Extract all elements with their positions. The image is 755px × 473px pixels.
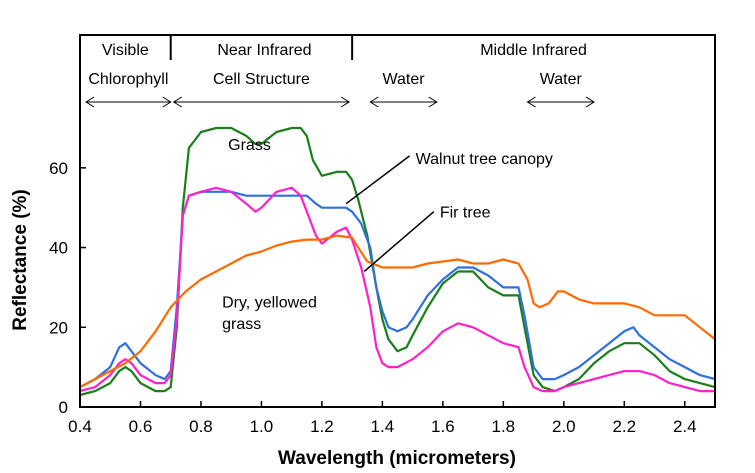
y-axis-title: Reflectance (%) — [10, 189, 31, 331]
annotation-label: Grass — [228, 137, 271, 154]
series-line-0 — [79, 126, 716, 397]
arrowhead-right — [340, 96, 351, 108]
arrowhead-left — [526, 96, 536, 108]
x-tick-label: 2.2 — [612, 417, 636, 436]
plot-frame — [79, 34, 716, 408]
series-line-2 — [79, 186, 715, 393]
band-label: Near Infrared — [217, 42, 311, 59]
absorption-label: Cell Structure — [213, 71, 310, 88]
annotation-label: Dry, yellowed — [222, 294, 317, 311]
spectral-band-labels: Visible Near Infrared Middle Infrared Chlor… — [85, 35, 595, 108]
arrowhead-left — [369, 96, 379, 108]
y-tick-label: 60 — [49, 159, 68, 178]
y-tick-label: 20 — [49, 318, 68, 337]
arrowhead-right — [585, 96, 595, 108]
x-tick-label: 2.4 — [673, 417, 697, 436]
annotation-label: Walnut tree canopy — [416, 151, 553, 168]
arrowhead-left — [172, 96, 183, 108]
x-tick-label: 0.8 — [189, 417, 213, 436]
series-line-3 — [79, 234, 716, 389]
y-tick-label: 40 — [49, 239, 68, 258]
band-label: Middle Infrared — [480, 42, 587, 59]
y-tick-label: 0 — [59, 398, 68, 417]
arrowhead-right — [428, 96, 438, 108]
absorption-label: Chlorophyll — [88, 71, 168, 88]
x-tick-label: 1.4 — [371, 417, 395, 436]
absorption-label: Water — [383, 71, 426, 88]
arrowhead-right — [162, 96, 172, 108]
annotations: Grass Walnut tree canopy Fir tree Dry, yell… — [222, 137, 553, 333]
absorption-label: Water — [540, 71, 583, 88]
series-line-1 — [79, 190, 716, 389]
x-tick-label: 0.4 — [68, 417, 92, 436]
annotation-label: Fir tree — [440, 205, 491, 222]
x-tick-label: 2.0 — [552, 417, 576, 436]
series-lines — [79, 126, 716, 397]
x-tick-label: 1.6 — [431, 417, 455, 436]
annotation-label: grass — [222, 316, 261, 333]
x-tick-label: 1.2 — [310, 417, 334, 436]
axes: 0.4 0.6 0.8 1.0 1.2 1.4 1.6 1.8 2.0 2.2 2.4 0 20 40 60 — [49, 34, 716, 436]
x-tick-label: 1.8 — [492, 417, 516, 436]
x-tick-label: 1.0 — [250, 417, 274, 436]
band-label: Visible — [102, 42, 149, 59]
x-axis-title: Wavelength (micrometers) — [278, 448, 516, 469]
x-tick-label: 0.6 — [129, 417, 153, 436]
arrowhead-left — [85, 96, 95, 108]
annotation-pointer — [345, 155, 411, 205]
annotation-pointer — [363, 211, 435, 273]
